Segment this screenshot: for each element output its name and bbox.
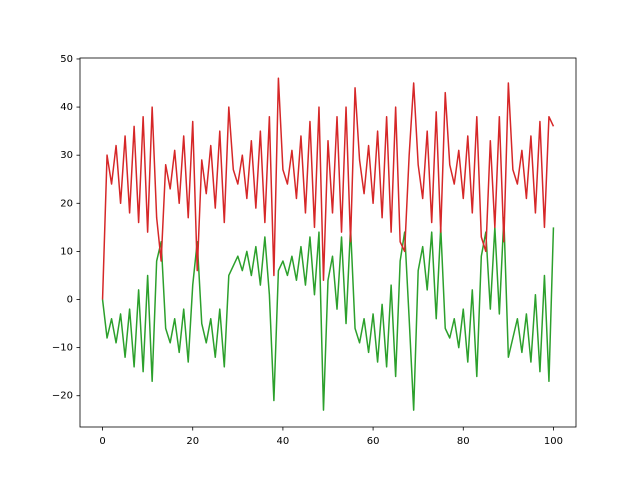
x-tick-label: 100: [544, 436, 563, 447]
x-tick-label: 80: [457, 436, 470, 447]
x-tick-label: 40: [277, 436, 290, 447]
axes-frame: [79, 57, 577, 428]
y-tick-label: 0: [67, 295, 73, 306]
data-line: [101, 77, 555, 300]
y-tick-label: −10: [52, 343, 73, 354]
y-tick-label: 40: [60, 102, 73, 113]
y-tick-label: 50: [60, 54, 73, 65]
x-tick-label: 60: [367, 436, 380, 447]
y-tick-label: 30: [60, 150, 73, 161]
y-tick-label: 20: [60, 198, 73, 209]
x-tick-label: 0: [99, 436, 105, 447]
data-line: [101, 216, 555, 411]
y-tick-label: −20: [52, 391, 73, 402]
y-tick-label: 10: [60, 246, 73, 257]
x-tick-label: 20: [186, 436, 199, 447]
